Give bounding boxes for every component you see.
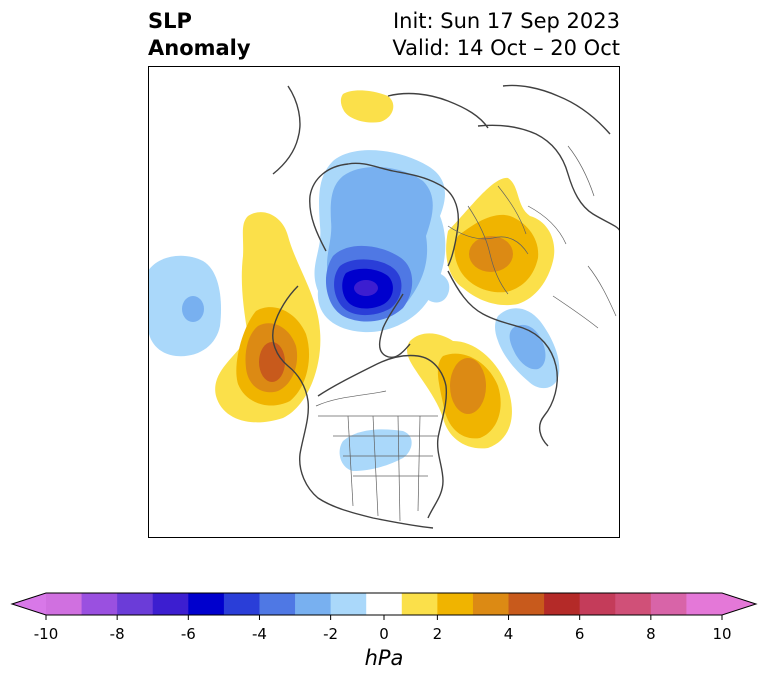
colorbar-extend-min [12, 593, 46, 615]
us-low-anomaly [339, 429, 412, 471]
colorbar-tick-label: 4 [504, 625, 514, 643]
colorbar-swatch [259, 593, 296, 615]
colorbar-swatch [46, 593, 83, 615]
colorbar-tick-label: -4 [252, 625, 267, 643]
title-line-2: Anomaly [148, 36, 251, 60]
colorbar-tick-label: -8 [110, 625, 125, 643]
colorbar-tick-label: 8 [646, 625, 656, 643]
colorbar-swatch [508, 593, 545, 615]
colorbar-tick-label: -10 [34, 625, 59, 643]
colorbar-swatch [615, 593, 652, 615]
colorbar-units: hPa [364, 646, 404, 670]
map-frame [148, 66, 620, 538]
colorbar-ticks: -10 -8 -6 -4 -2 0 2 4 6 8 10 [34, 615, 732, 643]
colorbar-swatch [295, 593, 332, 615]
colorbar-swatches [10, 592, 758, 616]
colorbar-swatch [330, 593, 367, 615]
mediterranean-high-anomaly [340, 90, 394, 123]
country-borders [315, 145, 617, 522]
alaska-high-anomaly [215, 212, 321, 423]
colorbar: -10 -8 -6 -4 -2 0 2 4 6 8 10 [10, 592, 758, 643]
colorbar-tick-label: -2 [323, 625, 338, 643]
anomaly-map [148, 66, 620, 538]
init-date: Init: Sun 17 Sep 2023 [392, 9, 620, 33]
colorbar-tick-label: 10 [712, 625, 731, 643]
colorbar-swatch [117, 593, 154, 615]
pacific-low-anomaly [148, 255, 222, 357]
colorbar-tick-label: -6 [181, 625, 196, 643]
colorbar-swatch [188, 593, 225, 615]
forecast-dates: Init: Sun 17 Sep 2023 Valid: 14 Oct – 20… [300, 8, 620, 62]
colorbar-swatch [437, 593, 474, 615]
colorbar-tick-label: 2 [433, 625, 443, 643]
arctic-low-anomaly [314, 150, 450, 333]
colorbar-tick-label: 6 [575, 625, 585, 643]
colorbar-extend-max [722, 593, 756, 615]
valid-range: Valid: 14 Oct – 20 Oct [392, 36, 620, 60]
colorbar-swatch [686, 593, 723, 615]
colorbar-swatch [472, 593, 510, 615]
colorbar-swatch [152, 593, 189, 615]
colorbar-swatch [81, 593, 118, 615]
plot-title: SLP Anomaly [148, 8, 251, 62]
colorbar-swatch [650, 593, 687, 615]
colorbar-tick-label: 0 [379, 625, 389, 643]
colorbar-swatch [223, 593, 260, 615]
colorbar-swatch [401, 593, 438, 615]
colorbar-swatch [579, 593, 616, 615]
colorbar-swatch [366, 593, 403, 615]
colorbar-swatch [544, 593, 581, 615]
title-line-1: SLP [148, 9, 192, 33]
coastlines [272, 84, 620, 529]
siberia-high-anomaly [446, 177, 555, 306]
